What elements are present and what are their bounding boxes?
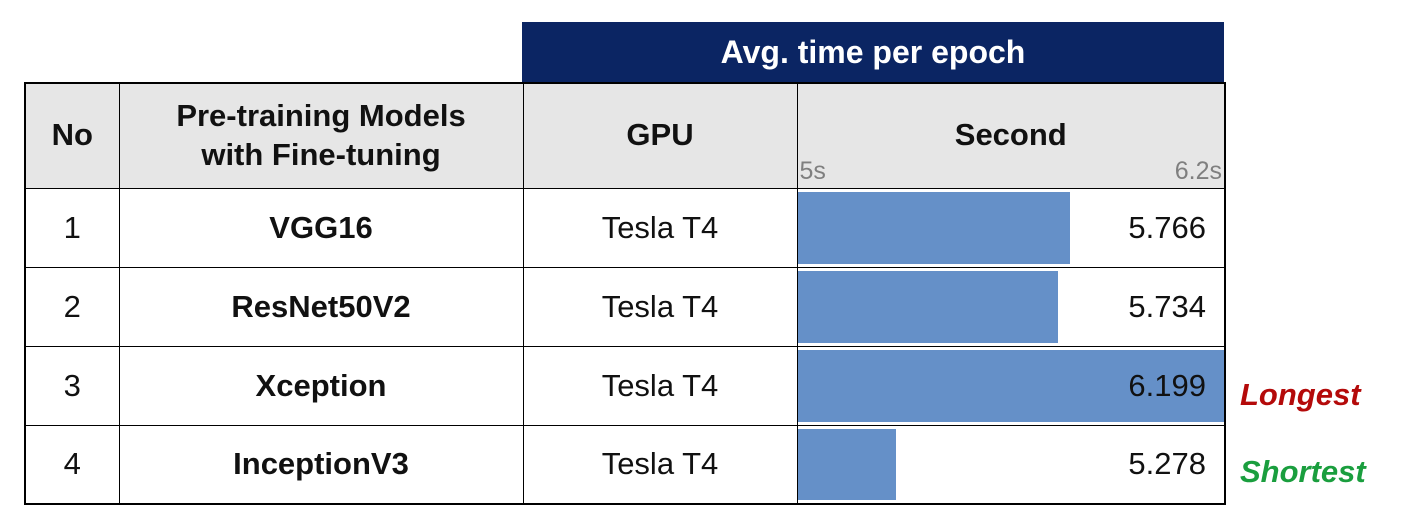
header-model-line1: Pre-training Models (176, 98, 466, 133)
header-model-line2: with Fine-tuning (201, 136, 441, 172)
row-bar-cell: 5.734 (796, 266, 1226, 347)
data-bar-value: 5.766 (1128, 209, 1206, 245)
results-table: No Pre-training Models with Fine-tuning … (24, 82, 1226, 505)
row-model: InceptionV3 (118, 424, 524, 505)
data-bar-value: 5.734 (1128, 288, 1206, 324)
table-row: 4 InceptionV3 Tesla T4 5.278 (24, 424, 1226, 505)
row-gpu: Tesla T4 (522, 266, 798, 347)
data-bar-value: 6.199 (1128, 367, 1206, 403)
axis-min-label: 5s (799, 157, 826, 186)
row-no: 3 (24, 345, 120, 426)
row-bar-cell: 6.199 (796, 345, 1226, 426)
header-model: Pre-training Models with Fine-tuning (118, 82, 524, 189)
annotation-shortest: Shortest (1240, 454, 1366, 489)
row-no: 2 (24, 266, 120, 347)
group-header-label: Avg. time per epoch (720, 33, 1026, 70)
row-model: VGG16 (118, 187, 524, 268)
row-gpu: Tesla T4 (522, 424, 798, 505)
header-row: No Pre-training Models with Fine-tuning … (24, 82, 1226, 189)
data-bar (797, 191, 1070, 264)
axis-max-label: 6.2s (1174, 157, 1222, 186)
data-bar (797, 428, 897, 500)
row-model: Xception (118, 345, 524, 426)
row-gpu: Tesla T4 (522, 187, 798, 268)
row-no: 4 (24, 424, 120, 505)
table-row: 2 ResNet50V2 Tesla T4 5.734 (24, 266, 1226, 347)
data-bar-value: 5.278 (1128, 446, 1206, 482)
header-gpu: GPU (522, 82, 798, 189)
header-no: No (24, 82, 120, 189)
header-second: Second 5s 6.2s (796, 82, 1226, 189)
row-no: 1 (24, 187, 120, 268)
data-bar (797, 349, 1224, 422)
row-bar-cell: 5.766 (796, 187, 1226, 268)
group-header: Avg. time per epoch (522, 22, 1224, 82)
annotation-longest: Longest (1240, 377, 1361, 412)
table-row: 1 VGG16 Tesla T4 5.766 (24, 187, 1226, 268)
table-row: 3 Xception Tesla T4 6.199 (24, 345, 1226, 426)
data-bar (797, 270, 1059, 343)
row-model: ResNet50V2 (118, 266, 524, 347)
header-second-label: Second (954, 117, 1067, 153)
row-bar-cell: 5.278 (796, 424, 1226, 505)
row-gpu: Tesla T4 (522, 345, 798, 426)
